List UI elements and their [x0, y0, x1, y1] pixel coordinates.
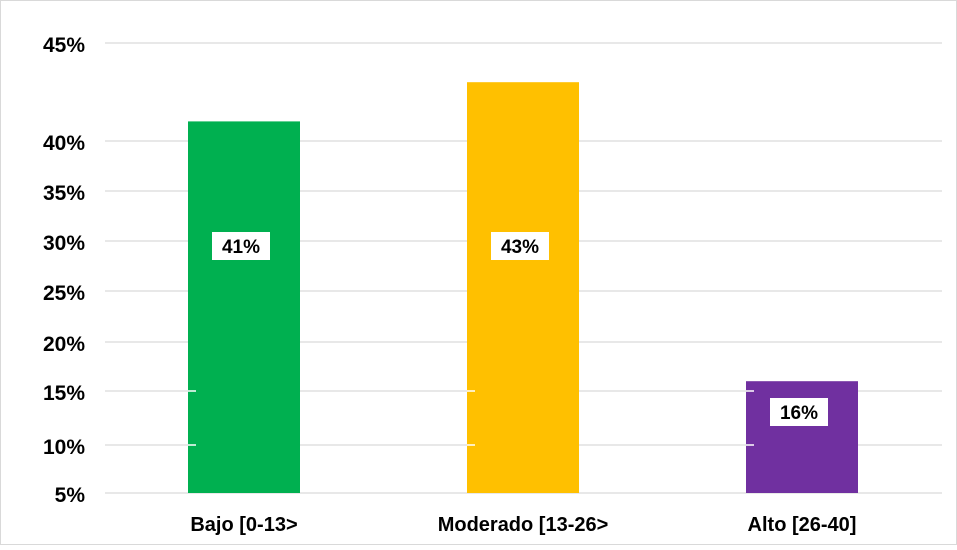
y-axis-tick-labels: 5% 10% 15% 20% 25% 30% 35% 40% 45% — [43, 34, 85, 507]
data-label-box — [770, 398, 828, 426]
x-tick-label: Moderado [13-26> — [438, 514, 609, 536]
data-label: 41% — [222, 237, 260, 258]
y-tick-label: 5% — [55, 484, 86, 507]
data-label: 16% — [780, 403, 818, 424]
x-tick-label: Alto [26-40] — [748, 514, 857, 536]
x-tick-label: Bajo [0-13> — [190, 514, 297, 536]
data-labels: 41% 43% 16% — [212, 232, 828, 426]
y-tick-label: 15% — [43, 382, 85, 405]
data-label-box — [212, 232, 270, 260]
data-label-box — [491, 232, 549, 260]
y-tick-label: 30% — [43, 232, 85, 255]
x-axis-tick-labels: Bajo [0-13> Moderado [13-26> Alto [26-40] — [190, 514, 856, 536]
data-label: 43% — [501, 237, 539, 258]
y-tick-label: 35% — [43, 182, 85, 205]
y-tick-label: 45% — [43, 34, 85, 57]
y-tick-label: 25% — [43, 282, 85, 305]
y-tick-label: 40% — [43, 132, 85, 155]
bar — [188, 121, 300, 494]
y-tick-label: 10% — [43, 436, 85, 459]
bars — [188, 82, 858, 494]
bar — [467, 82, 579, 493]
bar — [746, 381, 858, 493]
y-tick-label: 20% — [43, 333, 85, 356]
